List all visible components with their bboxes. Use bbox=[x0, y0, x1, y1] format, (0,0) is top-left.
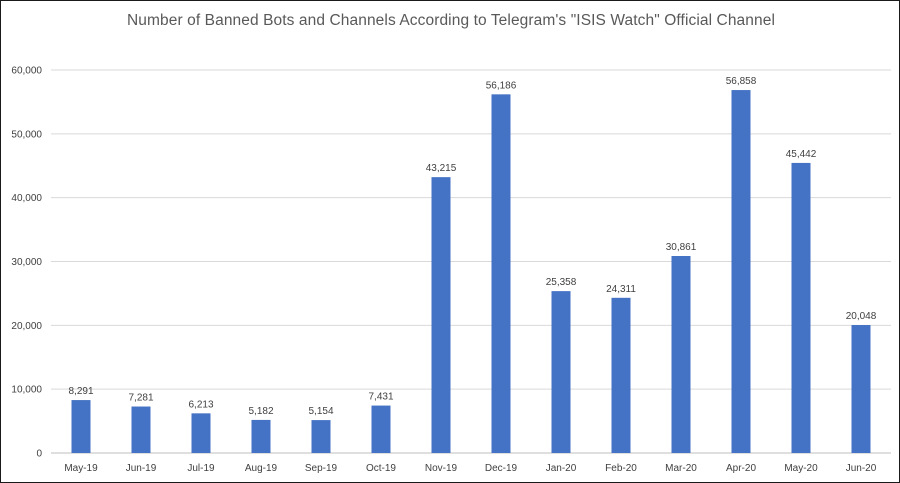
x-tick-label: Jan-20 bbox=[546, 463, 577, 474]
x-tick-label: May-20 bbox=[784, 463, 818, 474]
y-tick-label: 50,000 bbox=[11, 129, 42, 140]
data-label: 5,182 bbox=[248, 406, 273, 417]
data-label: 5,154 bbox=[308, 406, 333, 417]
x-tick-label: Jun-19 bbox=[126, 463, 157, 474]
x-tick-label: Apr-20 bbox=[726, 463, 756, 474]
data-label: 56,858 bbox=[726, 76, 757, 87]
gridlines bbox=[51, 69, 891, 454]
data-label: 7,281 bbox=[128, 393, 153, 404]
y-axis: 0 10,000 20,000 30,000 40,000 50,000 60,000 bbox=[11, 66, 42, 460]
data-labels: 8,291 7,281 6,213 5,182 5,154 7,431 43,215 56,1… bbox=[68, 76, 876, 417]
data-label: 45,442 bbox=[786, 149, 817, 160]
x-tick-label: Mar-20 bbox=[665, 463, 697, 474]
x-tick-label: May-19 bbox=[64, 463, 98, 474]
bar bbox=[311, 420, 331, 453]
bar bbox=[371, 405, 391, 453]
bar bbox=[611, 297, 631, 453]
data-label: 43,215 bbox=[426, 163, 457, 174]
bar bbox=[71, 400, 91, 453]
y-tick-label: 30,000 bbox=[11, 257, 42, 268]
data-label: 30,861 bbox=[666, 242, 697, 253]
x-tick-label: Nov-19 bbox=[425, 463, 458, 474]
bar bbox=[551, 291, 571, 453]
bar bbox=[851, 325, 871, 453]
data-label: 20,048 bbox=[846, 311, 877, 322]
bar bbox=[791, 162, 811, 453]
x-tick-label: Dec-19 bbox=[485, 463, 518, 474]
bar bbox=[131, 406, 151, 453]
x-tick-label: Feb-20 bbox=[605, 463, 637, 474]
y-tick-label: 20,000 bbox=[11, 321, 42, 332]
bar bbox=[671, 256, 691, 453]
y-tick-label: 0 bbox=[36, 449, 42, 460]
x-tick-label: Jun-20 bbox=[846, 463, 877, 474]
data-label: 7,431 bbox=[368, 392, 393, 403]
x-tick-label: Aug-19 bbox=[245, 463, 278, 474]
x-tick-label: Sep-19 bbox=[305, 463, 338, 474]
bar bbox=[251, 419, 271, 453]
chart-title: Number of Banned Bots and Channels Accor… bbox=[127, 12, 775, 29]
data-label: 24,311 bbox=[606, 284, 636, 295]
bar bbox=[431, 177, 451, 453]
y-tick-label: 60,000 bbox=[11, 66, 42, 77]
y-tick-label: 10,000 bbox=[11, 385, 42, 396]
bars bbox=[71, 90, 871, 454]
data-label: 8,291 bbox=[68, 386, 93, 397]
bar bbox=[731, 90, 751, 454]
x-tick-label: Jul-19 bbox=[187, 463, 215, 474]
x-axis: May-19 Jun-19 Jul-19 Aug-19 Sep-19 Oct-19 Nov-… bbox=[64, 463, 876, 474]
x-tick-label: Oct-19 bbox=[366, 463, 396, 474]
data-label: 25,358 bbox=[546, 277, 577, 288]
data-label: 6,213 bbox=[188, 399, 213, 410]
data-label: 56,186 bbox=[486, 80, 517, 91]
bar bbox=[491, 94, 511, 453]
bar bbox=[191, 413, 211, 453]
y-tick-label: 40,000 bbox=[11, 193, 42, 204]
